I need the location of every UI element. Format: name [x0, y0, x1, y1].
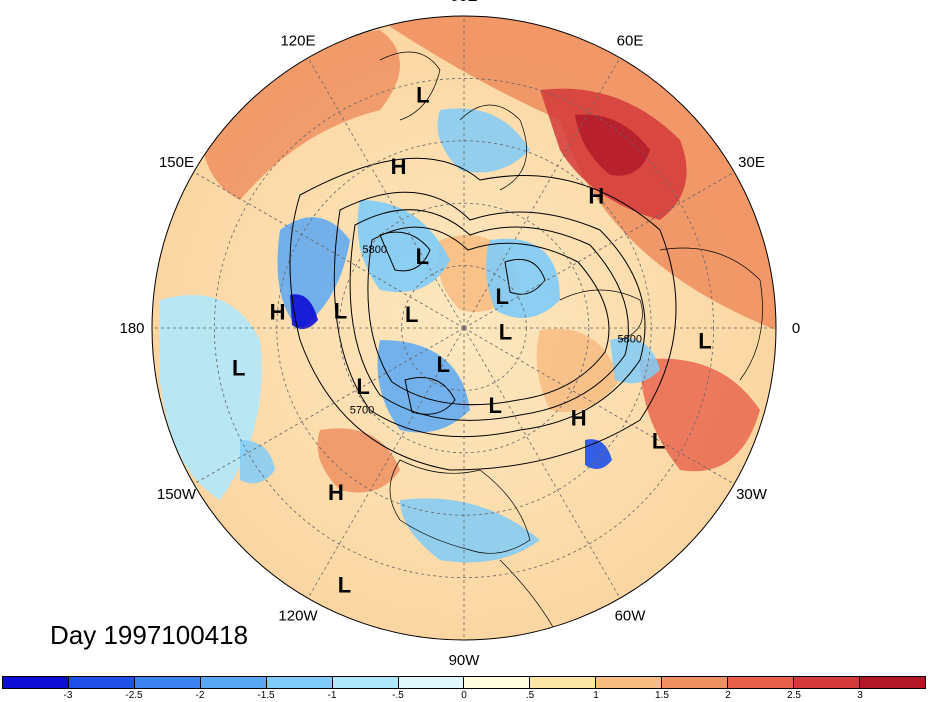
- low-pressure-marker: L: [698, 329, 711, 354]
- meridian-line: [463, 327, 621, 599]
- low-pressure-marker: L: [499, 320, 512, 345]
- low-pressure-marker: L: [334, 299, 347, 324]
- meridian-line: [307, 57, 465, 329]
- contour-label: 5800: [363, 244, 387, 256]
- low-pressure-marker: L: [436, 352, 449, 377]
- latitude-circle: [213, 77, 715, 579]
- contour-label: 5800: [618, 334, 642, 346]
- high-pressure-marker: H: [391, 154, 407, 179]
- low-pressure-marker: L: [232, 356, 245, 381]
- longitude-label: 60W: [615, 608, 647, 625]
- longitude-label: 120E: [280, 32, 315, 49]
- lat-lon-grid: [152, 16, 776, 640]
- latitude-circle: [338, 202, 590, 454]
- colorbar-tick-label: 1.5: [655, 690, 669, 701]
- colorbar-swatch: [3, 677, 69, 688]
- colorbar-tick-label: 2: [725, 690, 731, 701]
- colorbar-swatch: [596, 677, 663, 688]
- colorbar-swatch: [398, 677, 465, 688]
- longitude-label: 0: [792, 320, 800, 337]
- low-pressure-marker: L: [652, 428, 665, 453]
- colorbar-tick-label: 2.5: [787, 690, 801, 701]
- low-pressure-marker: L: [416, 244, 429, 269]
- longitude-label: 30E: [738, 154, 765, 171]
- page-title: Day 1997100418: [50, 620, 249, 650]
- meridian-line: [463, 57, 621, 329]
- colorbar-swatch: [464, 677, 531, 688]
- colorbar-tick-label: -1.5: [257, 690, 275, 701]
- longitude-label: 180: [119, 320, 144, 337]
- longitude-labels: 90E 60E 30E 0 30W 60W 90W 120W 150W 180 150E 120E: [119, 0, 800, 669]
- colorbar-tick-label: -1: [327, 690, 337, 701]
- colorbar: [2, 676, 926, 689]
- colorbar-swatch: [332, 677, 399, 688]
- colorbar-swatch: [794, 677, 860, 688]
- low-pressure-marker: L: [356, 374, 369, 399]
- longitude-label: 90E: [451, 0, 478, 5]
- low-pressure-marker: L: [405, 302, 418, 327]
- contour-labels: 5800 5700 5800: [350, 244, 642, 416]
- longitude-label: 60E: [617, 32, 644, 49]
- meridian-line: [307, 327, 465, 599]
- meridian-line: [463, 327, 735, 485]
- colorbar-tick-label: 3: [857, 690, 863, 701]
- colorbar-tick-label: 1: [593, 690, 599, 701]
- high-pressure-marker: H: [270, 300, 286, 325]
- meridian-line: [193, 327, 465, 485]
- colorbar-swatch: [266, 677, 333, 688]
- colorbar-tick-labels: -3 -2.5 -2 -1.5 -1 -.5 0 .5 1 1.5 2 2.5 3: [2, 690, 926, 702]
- colorbar-tick-label: -.5: [392, 690, 404, 701]
- longitude-label: 120W: [278, 608, 318, 625]
- colorbar-swatch: [728, 677, 795, 688]
- colorbar-swatch: [200, 677, 267, 688]
- colorbar-tick-label: .5: [525, 690, 535, 701]
- colorbar-swatch: [859, 677, 925, 688]
- colorbar-tick-label: 0: [461, 690, 467, 701]
- high-pressure-marker: H: [588, 184, 604, 209]
- low-pressure-marker: L: [488, 393, 501, 418]
- low-pressure-marker: L: [338, 572, 351, 597]
- longitude-label: 150E: [159, 154, 194, 171]
- high-pressure-marker: H: [571, 406, 587, 431]
- colorbar-swatch: [530, 677, 597, 688]
- longitude-label: 150W: [157, 486, 197, 503]
- colorbar-swatch: [68, 677, 135, 688]
- contour-label: 5700: [350, 405, 374, 417]
- colorbar-swatch: [662, 677, 729, 688]
- colorbar-tick-label: -2.5: [125, 690, 143, 701]
- colorbar-swatch: [134, 677, 201, 688]
- meridian-line: [193, 171, 465, 329]
- longitude-label: 30W: [736, 486, 768, 503]
- colorbar-tick-label: -2: [195, 690, 205, 701]
- low-pressure-marker: L: [416, 82, 429, 107]
- meridian-line: [463, 171, 735, 329]
- low-pressure-marker: L: [496, 284, 509, 309]
- high-pressure-marker: H: [328, 480, 344, 505]
- map-boundary: [151, 15, 777, 641]
- colorbar-tick-label: -3: [63, 690, 73, 701]
- longitude-label: 90W: [449, 652, 481, 669]
